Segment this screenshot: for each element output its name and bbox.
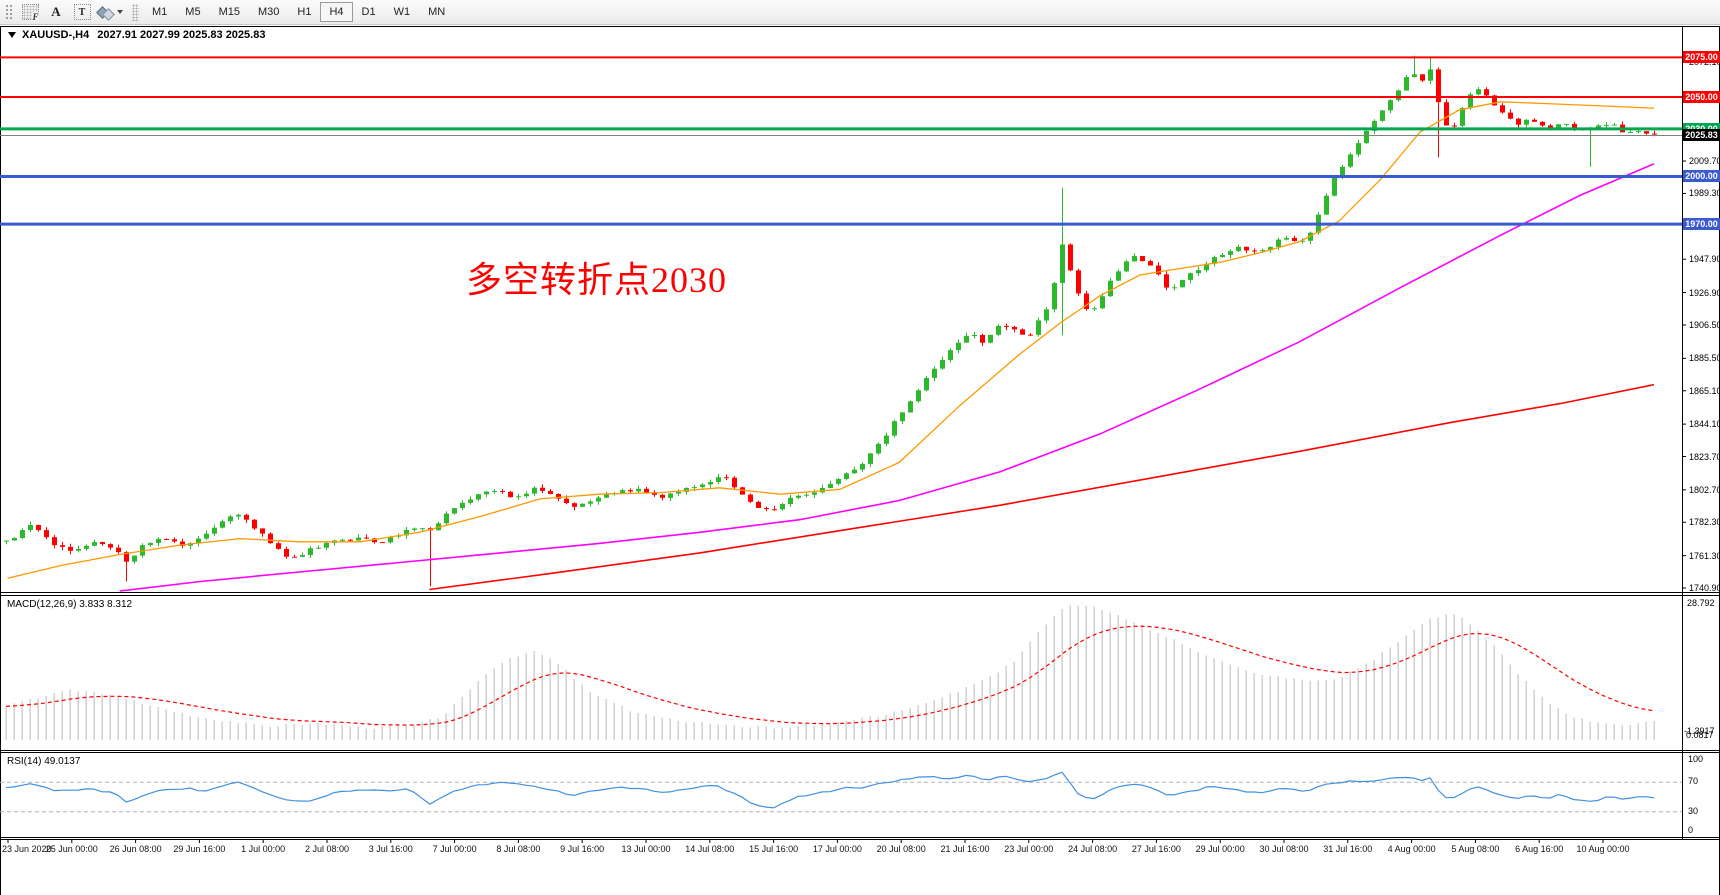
fibonacci-tool-button[interactable]: F [17,2,43,23]
text-label-tool-button[interactable]: A [43,2,69,23]
rsi-label: RSI(14) 49.0137 [7,756,80,767]
text-tool-button[interactable]: T [69,2,95,23]
macd-values: 3.833 8.312 [79,599,133,610]
time-axis[interactable] [0,840,1682,860]
toolbar-grip[interactable] [5,3,14,21]
rsi-name: RSI(14) [7,756,42,767]
fibonacci-icon: F [21,4,39,22]
timeframe-button-m1[interactable]: M1 [143,2,176,22]
timeframe-button-w1[interactable]: W1 [385,2,420,22]
macd-label: MACD(12,26,9) 3.833 8.312 [7,599,132,610]
ohlc-values: 2027.91 2027.99 2025.83 2025.83 [97,29,266,41]
chart-annotation-text[interactable]: 多空转折点2030 [466,260,728,300]
shapes-tool-button[interactable] [95,2,126,23]
symbol-title: XAUUSD-,H4 2027.91 2027.99 2025.83 2025.… [8,29,265,41]
toolbar: F A T M1 M5 M15 M30 H1 H4 D1 W1 MN [0,0,1720,25]
symbol-period: XAUUSD-,H4 [22,29,90,41]
dropdown-caret-icon [117,10,123,14]
text-label-icon: A [51,4,61,19]
timeframe-button-h1[interactable]: H1 [288,2,320,22]
timeframe-button-m5[interactable]: M5 [176,2,209,22]
symbol-dropdown-icon[interactable] [8,32,16,38]
timeframe-button-h4[interactable]: H4 [320,2,353,22]
rsi-value: 49.0137 [44,756,81,767]
text-icon: T [73,4,91,20]
price-axis[interactable] [1683,27,1720,839]
macd-name: MACD(12,26,9) [7,599,77,610]
timeframe-button-mn[interactable]: MN [419,2,454,22]
timeframe-button-m15[interactable]: M15 [210,2,249,22]
chart-window[interactable] [0,26,1720,895]
toolbar-separator [132,3,139,21]
timeframe-button-m30[interactable]: M30 [249,2,288,22]
timeframe-button-d1[interactable]: D1 [353,2,385,22]
